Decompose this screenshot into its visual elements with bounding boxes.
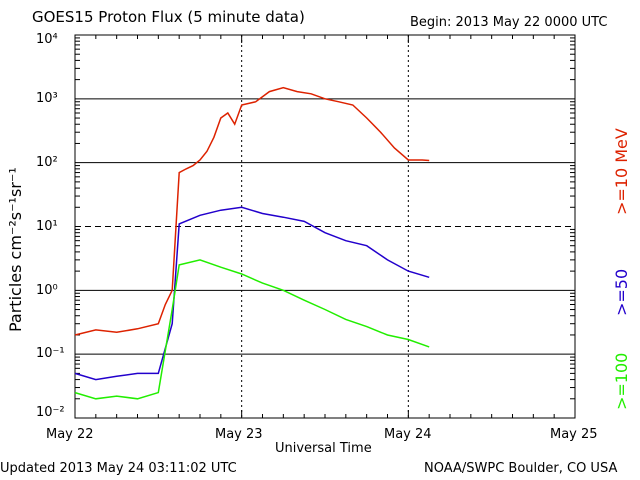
series-line-p50 [74, 206, 430, 381]
y-tick-label: 10⁴ [36, 32, 58, 47]
x-tick-label: May 25 [550, 427, 598, 442]
x-axis-title: Universal Time [275, 441, 372, 456]
y-tick-label: 10² [36, 155, 58, 170]
series-line-p10 [74, 86, 430, 336]
updated-time: Updated 2013 May 24 03:11:02 UTC [0, 461, 237, 476]
y-tick-label: 10⁰ [36, 283, 58, 298]
begin-time: Begin: 2013 May 22 0000 UTC [410, 15, 608, 30]
y-tick-label: 10³ [36, 91, 58, 106]
x-tick-label: May 24 [384, 427, 432, 442]
y-tick-label: 10⁻¹ [36, 346, 65, 361]
y-tick-label: 10¹ [36, 219, 58, 234]
series-line-p100 [74, 259, 430, 400]
x-tick-label: May 22 [46, 427, 94, 442]
y-tick-label: 10⁻² [36, 405, 65, 420]
x-tick-label: May 23 [215, 427, 263, 442]
data-source: NOAA/SWPC Boulder, CO USA [424, 461, 618, 476]
chart-title: GOES15 Proton Flux (5 minute data) [32, 8, 305, 26]
